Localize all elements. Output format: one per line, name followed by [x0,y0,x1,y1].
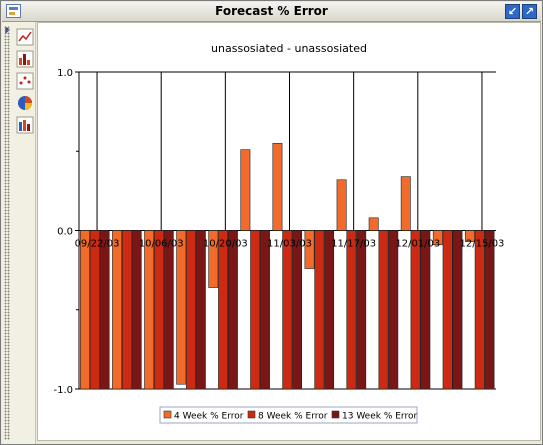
bar[interactable] [80,230,90,390]
bar[interactable] [292,230,302,390]
legend-box [159,406,418,424]
maximize-icon[interactable]: ↗ [522,4,537,19]
chart-type-toolbar [2,22,36,444]
bar[interactable] [346,230,357,390]
bar[interactable] [400,176,411,231]
bar[interactable] [218,230,229,390]
bar[interactable] [378,230,389,390]
bar[interactable] [260,230,270,390]
legend-swatch [163,410,172,419]
bar[interactable] [442,230,453,390]
bar[interactable] [314,230,325,390]
legend-swatch [247,410,256,419]
bar[interactable] [484,230,495,390]
bar[interactable] [474,230,485,390]
bar[interactable] [112,230,123,390]
bar[interactable] [186,230,196,390]
bar[interactable] [304,230,315,269]
bar[interactable] [227,230,238,390]
bar[interactable] [452,230,463,390]
y-tick-label: 0.0 [57,227,73,238]
legend-swatch [331,410,340,419]
x-tick-label: 10/20/03 [203,239,248,250]
bar[interactable] [89,230,100,390]
bar[interactable] [99,230,110,390]
bar[interactable] [388,230,399,390]
bar[interactable] [324,230,335,390]
legend-label: 8 Week % Error [258,412,328,422]
bar[interactable] [356,230,367,390]
bar[interactable] [368,217,379,231]
bar[interactable] [432,230,443,246]
line-chart-icon[interactable] [16,28,34,46]
x-tick-label: 10/06/03 [139,239,184,250]
y-tick-label: 1.0 [57,68,73,79]
x-tick-label: 12/15/03 [460,239,505,250]
scatter-chart-icon[interactable] [16,72,34,90]
chart-panel: unassosiated - unassosiated 1.0 0.0 -1.0 09/… [37,22,541,441]
chart-title: unassosiated - unassosiated [211,42,367,55]
bar[interactable] [144,230,155,390]
legend-label: 4 Week % Error [174,412,244,422]
bar[interactable] [131,230,142,390]
window-title: Forecast % Error [215,4,328,18]
x-tick-label: 09/22/03 [75,239,120,250]
bar[interactable] [272,143,283,231]
bar[interactable] [163,230,174,390]
toolbar-grip[interactable] [4,26,10,440]
x-tick-label: 12/01/03 [395,239,440,250]
bar[interactable] [282,230,293,390]
bar[interactable] [420,230,431,390]
bar[interactable] [336,179,347,231]
stacked-bar-chart-icon[interactable] [16,116,34,134]
bar[interactable] [464,230,475,242]
y-tick-label: -1.0 [53,385,73,396]
bar[interactable] [250,230,261,390]
bar[interactable] [410,230,421,390]
title-bar[interactable]: Forecast % Error ↙ ↗ [2,2,541,22]
forecast-error-chart: unassosiated - unassosiated 1.0 0.0 -1.0 09/… [53,42,505,424]
bar[interactable] [208,230,219,288]
bar[interactable] [240,149,251,231]
bar[interactable] [153,230,164,390]
bar-chart-icon[interactable] [16,50,34,68]
legend-label: 13 Week % Error [342,412,417,422]
minimize-icon[interactable]: ↙ [505,4,520,19]
bar[interactable] [195,230,206,390]
pie-chart-icon[interactable] [16,94,34,112]
x-tick-label: 11/17/03 [331,239,376,250]
x-tick-label: 11/03/03 [267,239,312,250]
app-icon [6,4,21,18]
bar[interactable] [121,230,132,390]
bar[interactable] [176,230,187,385]
